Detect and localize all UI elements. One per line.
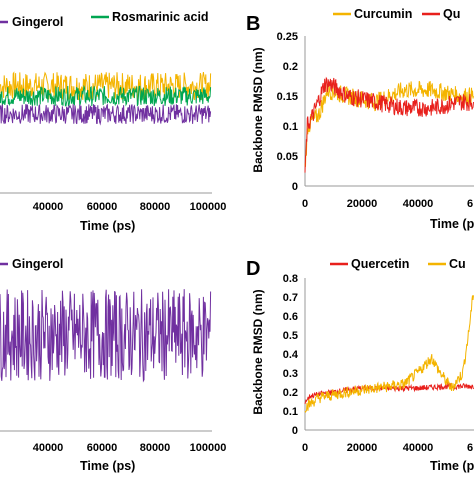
y-axis-title-b: Backbone RMSD (nm) xyxy=(251,47,265,172)
series-line-a-yellow xyxy=(0,71,212,101)
x-tick-b-40000: 40000 xyxy=(403,198,434,210)
series-line-a-green xyxy=(0,84,212,107)
x-tick-b-20000: 20000 xyxy=(347,198,378,210)
x-tick-a-80000: 80000 xyxy=(140,201,171,213)
legend-label-quercetin-d: Quercetin xyxy=(351,257,409,271)
y-ticks-d: 0 0.1 0.2 0.3 0.4 0.5 0.6 0.7 0.8 xyxy=(283,273,299,437)
x-tick-c-80000: 80000 xyxy=(140,442,171,454)
x-tick-d-partial: 6 xyxy=(467,442,473,454)
x-tick-c-40000: 40000 xyxy=(33,442,64,454)
y-tick-d-7: 0.7 xyxy=(283,292,298,304)
y-tick-d-5: 0.5 xyxy=(283,330,298,342)
x-tick-d-40000: 40000 xyxy=(403,442,434,454)
y-tick-d-4: 0.4 xyxy=(283,349,299,361)
series-line-a-gingerol xyxy=(0,103,212,126)
y-tick-b-4: 0.2 xyxy=(283,61,298,73)
y-tick-d-0: 0 xyxy=(292,425,298,437)
y-tick-d-3: 0.3 xyxy=(283,368,298,380)
x-tick-b-partial: 6 xyxy=(467,198,473,210)
panel-a: Gingerol Rosmarinic acid 40000 60000 800… xyxy=(0,10,226,233)
panel-c: Gingerol 40000 60000 80000 100000 Time (… xyxy=(0,257,226,473)
x-axis-title-c: Time (ps) xyxy=(80,459,135,473)
y-tick-b-0: 0 xyxy=(292,181,298,193)
panel-letter-b: B xyxy=(246,13,260,35)
legend-label-curcumin-b: Curcumin xyxy=(354,7,412,21)
legend-label-gingerol: Gingerol xyxy=(12,15,63,29)
y-tick-b-1: 0.05 xyxy=(277,151,298,163)
x-tick-c-100000: 100000 xyxy=(190,442,227,454)
y-tick-b-2: 0.1 xyxy=(283,121,298,133)
y-ticks-b: 0 0.05 0.1 0.15 0.2 0.25 xyxy=(277,31,298,193)
x-tick-c-60000: 60000 xyxy=(87,442,118,454)
series-line-b-qu xyxy=(304,76,474,173)
x-axis-title-b: Time (ps) xyxy=(430,217,474,231)
panel-b: B Curcumin Qu Backbone RMSD (nm) 0 0.05 0.… xyxy=(246,7,474,231)
panel-d: D Quercetin Cu Backbone RMSD (nm) 0 0.1 0.… xyxy=(246,257,474,473)
legend-label-qu-b: Qu xyxy=(443,7,460,21)
y-tick-d-8: 0.8 xyxy=(283,273,298,285)
x-axis-title-d: Time (ps) xyxy=(430,459,474,473)
x-tick-d-20000: 20000 xyxy=(347,442,378,454)
x-tick-a-60000: 60000 xyxy=(87,201,118,213)
legend-label-gingerol-c: Gingerol xyxy=(12,257,63,271)
series-line-b-curcumin xyxy=(304,80,474,167)
legend-label-rosmarinic: Rosmarinic acid xyxy=(112,10,209,24)
x-tick-b-0: 0 xyxy=(302,198,308,210)
series-line-d-cu xyxy=(304,295,474,413)
series-line-c-gingerol xyxy=(0,289,212,383)
y-tick-d-6: 0.6 xyxy=(283,311,298,323)
x-tick-a-100000: 100000 xyxy=(190,201,227,213)
y-axis-title-d: Backbone RMSD (nm) xyxy=(251,289,265,414)
x-tick-d-0: 0 xyxy=(302,442,308,454)
legend-label-cu-d: Cu xyxy=(449,257,466,271)
panel-letter-d: D xyxy=(246,258,260,280)
x-tick-a-40000: 40000 xyxy=(33,201,64,213)
y-tick-d-1: 0.1 xyxy=(283,406,298,418)
x-axis-title-a: Time (ps) xyxy=(80,219,135,233)
y-tick-d-2: 0.2 xyxy=(283,387,298,399)
y-tick-b-5: 0.25 xyxy=(277,31,298,43)
y-tick-b-3: 0.15 xyxy=(277,91,298,103)
